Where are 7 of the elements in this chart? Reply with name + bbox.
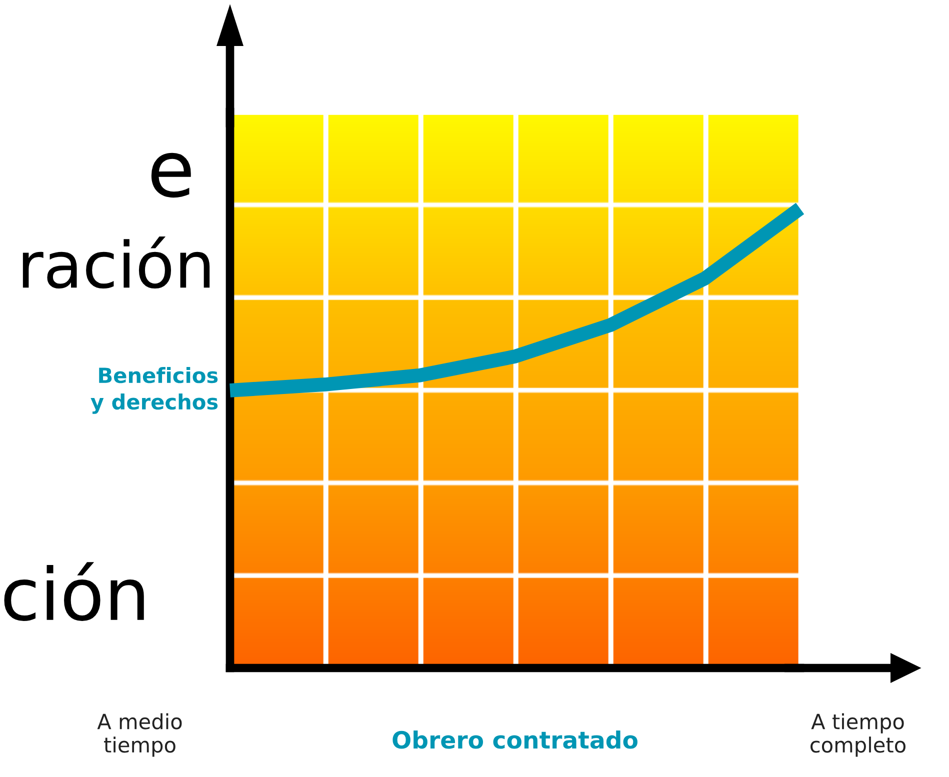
text: ción [4,562,144,621]
text: ración [22,236,210,289]
text: A tiempo completo [810,713,906,757]
text: e [151,152,191,198]
series-label: Beneficios y derechos [90,367,218,414]
x-axis-title: Obrero contratado [392,730,638,749]
text: A medio tiempo [97,713,182,757]
